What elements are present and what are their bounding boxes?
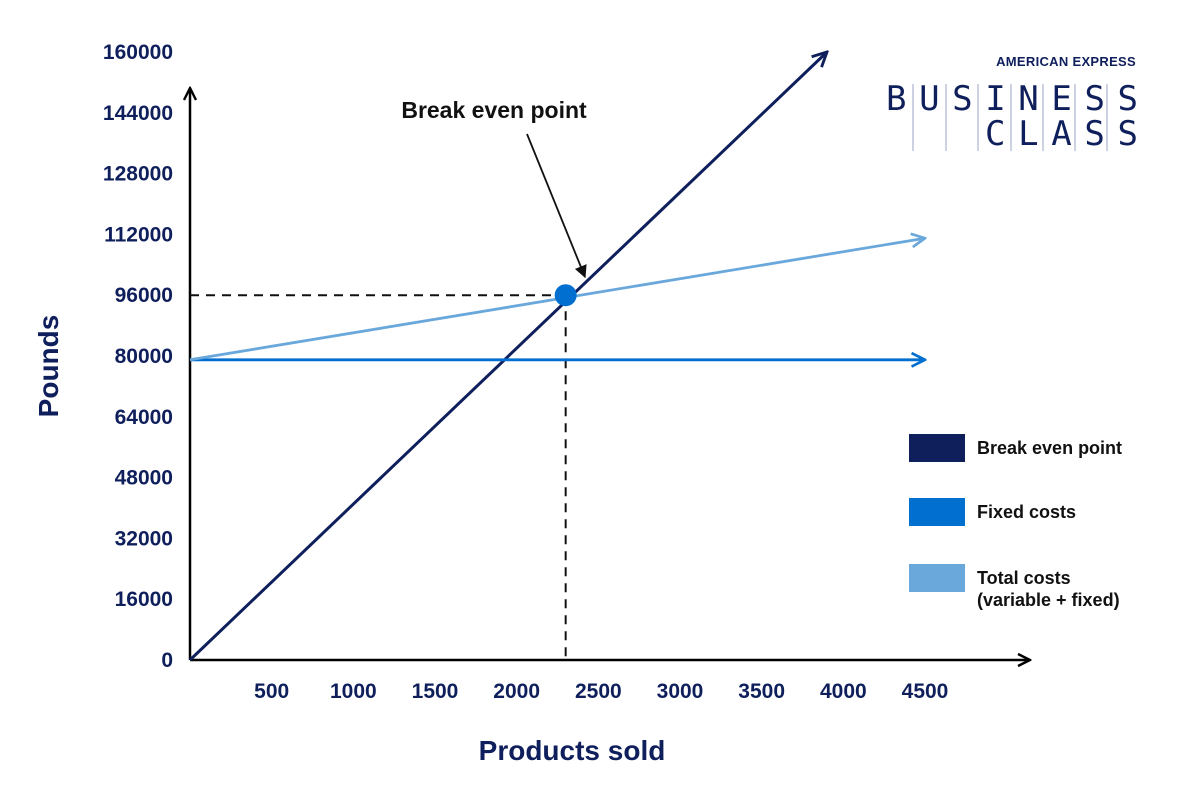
brand-company: AMERICAN EXPRESS: [996, 54, 1136, 69]
x-tick-label: 1500: [412, 680, 459, 703]
x-tick-label: 4500: [902, 680, 949, 703]
y-tick-label: 80000: [115, 345, 173, 368]
y-tick-label: 0: [161, 649, 173, 672]
brand-logo: AMERICAN EXPRESS BUSINESS CLASS: [886, 54, 1138, 154]
y-tick-label: 64000: [115, 406, 173, 429]
legend-swatch: [909, 498, 965, 526]
break-even-annotation: Break even point: [401, 97, 587, 123]
series-line-0: [188, 52, 827, 662]
x-tick-label: 500: [254, 680, 289, 703]
y-tick-label: 96000: [115, 284, 173, 307]
x-tick-label: 3500: [738, 680, 785, 703]
brand-line1: BUSINESS: [886, 79, 1138, 119]
x-tick-label: 3000: [657, 680, 704, 703]
x-axis-title: Products sold: [479, 735, 666, 766]
legend-label: Fixed costs: [977, 502, 1076, 522]
legend-swatch: [909, 564, 965, 592]
y-tick-label: 128000: [103, 163, 173, 186]
annotation-arrow: [526, 133, 587, 279]
legend-swatch: [909, 434, 965, 462]
y-tick-label: 16000: [115, 588, 173, 611]
x-tick-label: 2000: [493, 680, 540, 703]
y-tick-labels: 0 16000 32000 48000 64000 80000 96000 112000 128…: [103, 41, 173, 672]
y-tick-label: 32000: [115, 527, 173, 550]
y-tick-label: 144000: [103, 102, 173, 125]
x-tick-label: 4000: [820, 680, 867, 703]
legend: Break even point Fixed costs Total costs (v…: [909, 434, 1122, 610]
brand-line2: CLASS: [985, 114, 1138, 154]
legend-label: Total costs (variable + fixed): [977, 568, 1120, 610]
y-axis-title: Pounds: [33, 315, 64, 418]
x-tick-label: 2500: [575, 680, 622, 703]
y-tick-label: 112000: [104, 223, 173, 246]
y-tick-label: 48000: [115, 467, 173, 490]
series-lines: [188, 52, 925, 662]
x-tick-label: 1000: [330, 680, 377, 703]
y-tick-label: 160000: [103, 41, 173, 64]
legend-label: Break even point: [977, 438, 1122, 458]
x-tick-labels: 500 1000 1500 2000 2500 3000 3500 4000 4500: [254, 680, 948, 703]
break-even-marker: [554, 284, 577, 307]
